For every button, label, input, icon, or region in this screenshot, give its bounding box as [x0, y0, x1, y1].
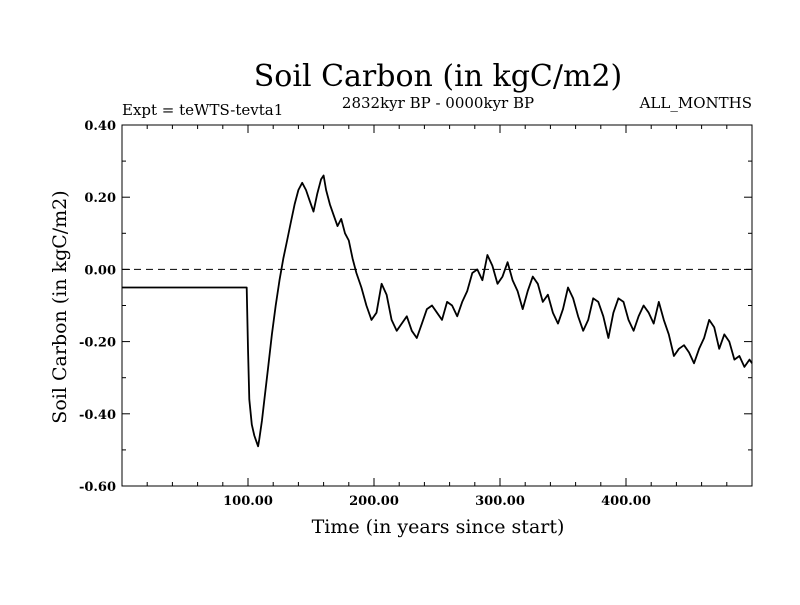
time-range-label: 2832kyr BP - 0000kyr BP — [342, 94, 534, 112]
y-tick-label: 0.20 — [84, 191, 116, 206]
experiment-label: Expt = teWTS-tevta1 — [122, 101, 283, 119]
y-tick-label: -0.60 — [79, 480, 116, 495]
months-label: ALL_MONTHS — [639, 94, 752, 112]
y-tick-label: -0.20 — [79, 336, 116, 351]
y-tick-label: 0.00 — [84, 263, 116, 278]
x-tick-label: 200.00 — [349, 494, 399, 509]
y-tick-label: -0.40 — [79, 408, 116, 423]
x-tick-label: 100.00 — [223, 494, 273, 509]
soil-carbon-series-line — [122, 174, 753, 448]
y-axis-label: Soil Carbon (in kgC/m2) — [49, 190, 71, 423]
chart-title: Soil Carbon (in kgC/m2) — [254, 59, 622, 94]
x-tick-label: 400.00 — [601, 494, 651, 509]
plot-frame — [121, 124, 753, 487]
x-tick-label: 300.00 — [475, 494, 525, 509]
x-axis-label: Time (in years since start) — [312, 516, 565, 538]
y-tick-label: 0.40 — [84, 119, 116, 134]
